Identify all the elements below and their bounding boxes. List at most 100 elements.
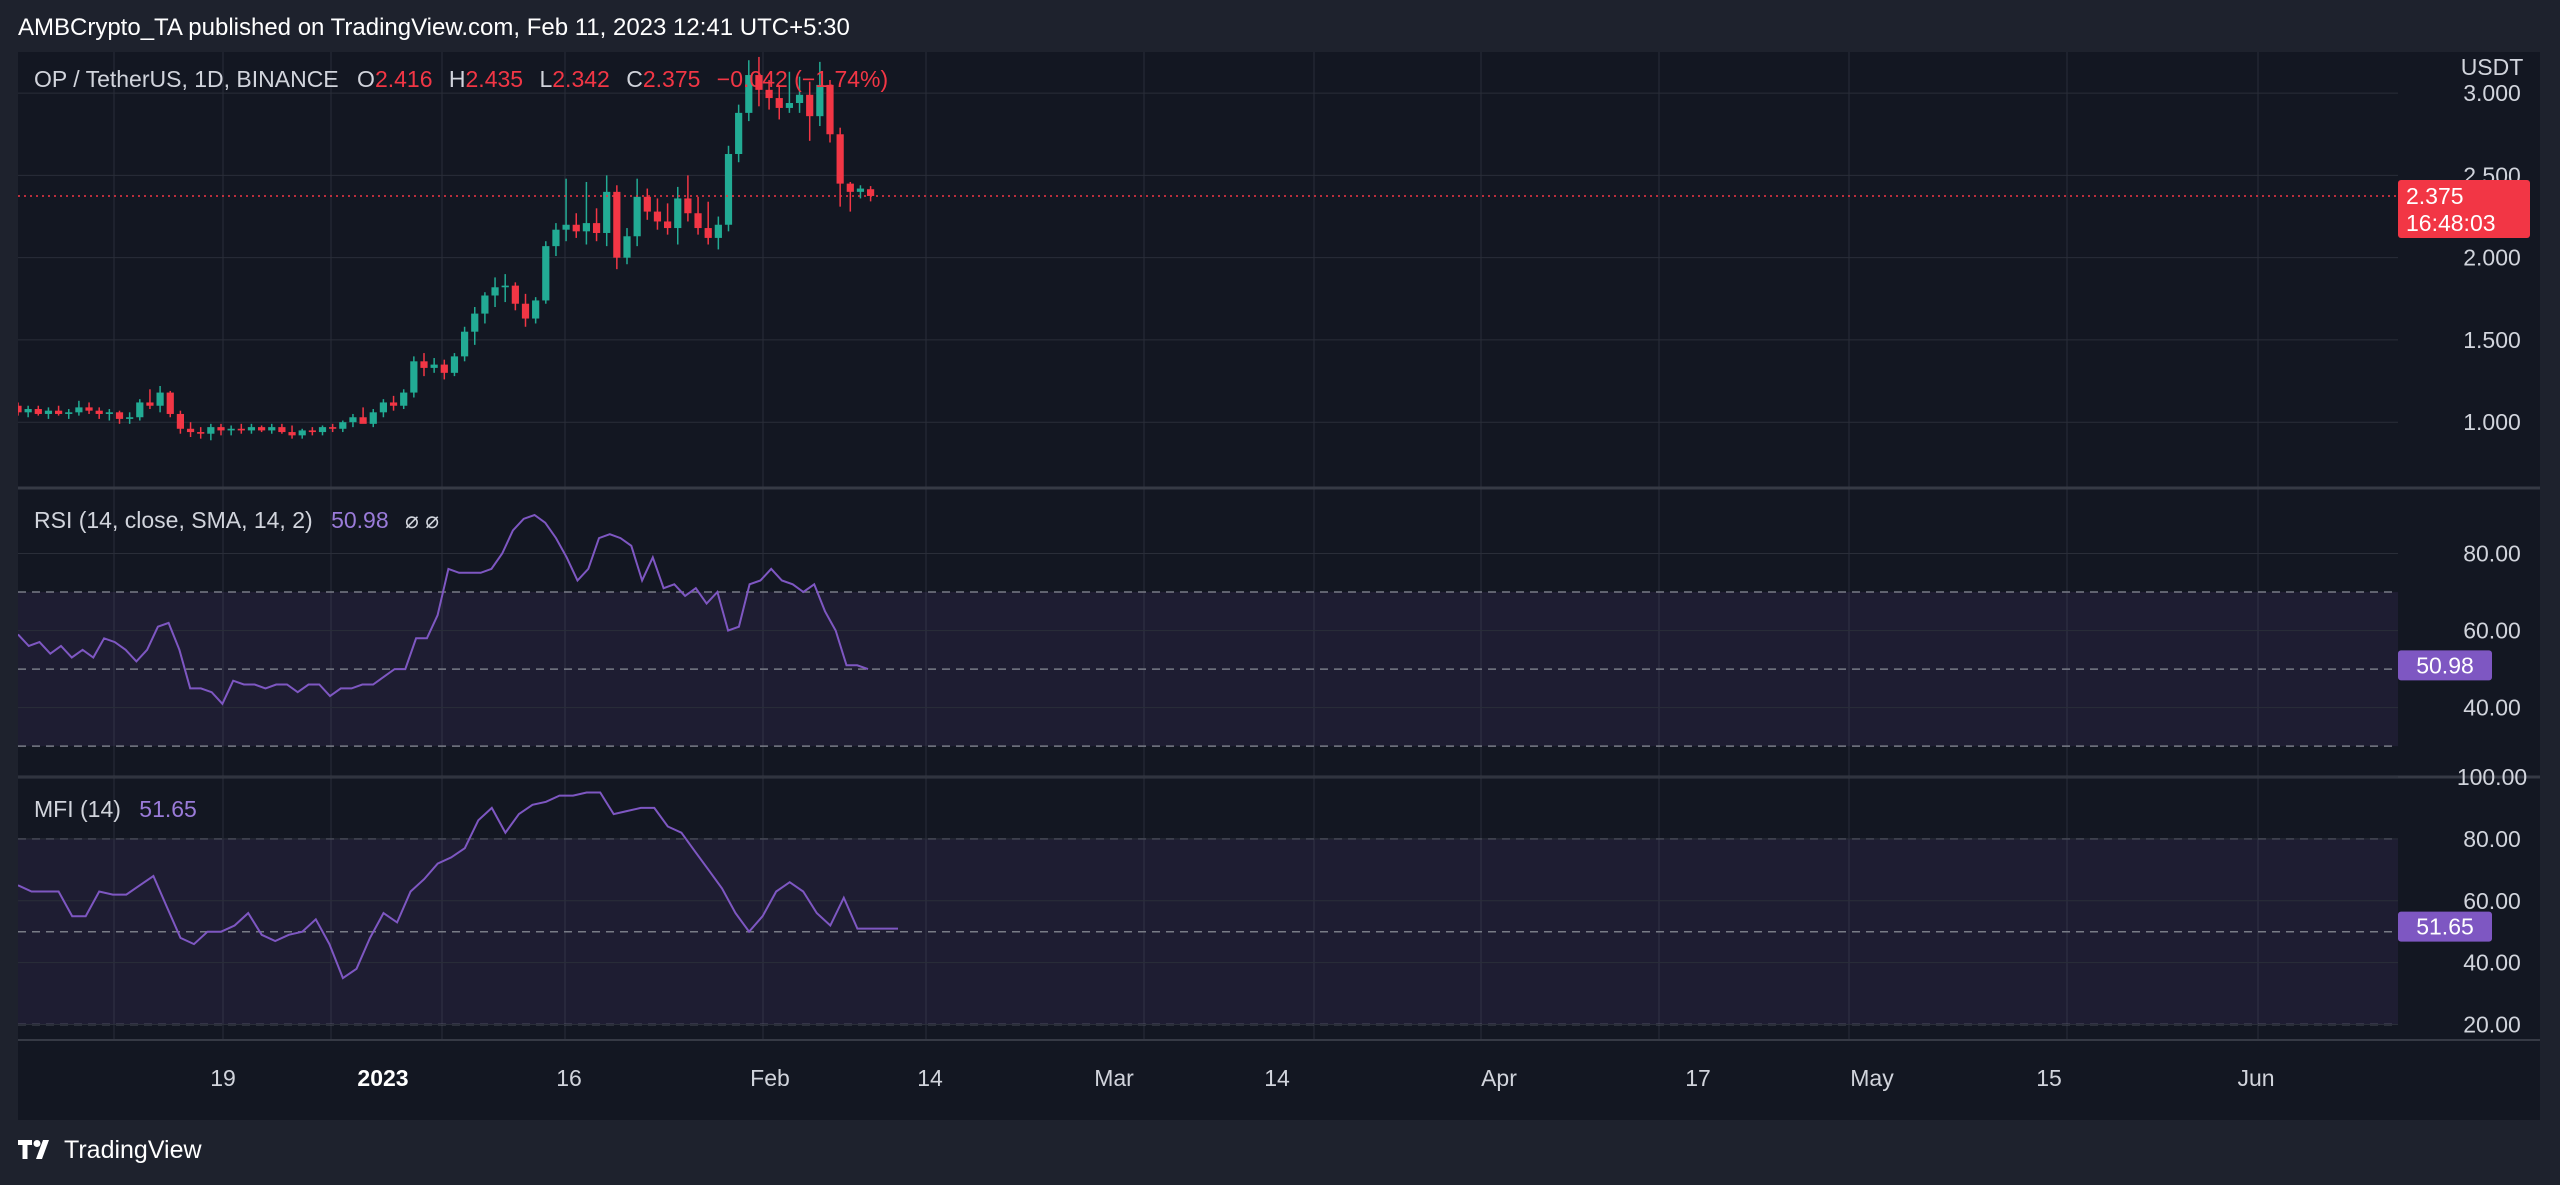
candle-body xyxy=(197,432,205,434)
close-value: 2.375 xyxy=(642,66,701,92)
rsi-last-value-label: 50.98 xyxy=(2416,652,2474,678)
candle-body xyxy=(65,412,73,414)
tradingview-logo-icon xyxy=(18,1139,49,1159)
candle-body xyxy=(552,229,560,247)
candle-body xyxy=(674,198,682,229)
candle-body xyxy=(207,427,215,434)
mfi-tick-label: 80.00 xyxy=(2463,826,2521,852)
candle-body xyxy=(643,196,651,212)
mfi-tick-label: 40.00 xyxy=(2463,950,2521,976)
candle-body xyxy=(105,412,113,414)
candle-body xyxy=(55,410,63,414)
low-label: L xyxy=(539,66,553,92)
candle-body xyxy=(521,303,530,319)
time-tick-label: Mar xyxy=(1094,1065,1134,1091)
mfi-series-line xyxy=(17,791,898,980)
candle-body xyxy=(836,134,844,184)
candle-body xyxy=(856,188,865,192)
candle-body xyxy=(359,417,367,424)
time-tick-label: 14 xyxy=(1264,1065,1290,1091)
candle-body xyxy=(735,112,743,155)
candle-body xyxy=(298,430,306,436)
candle-body xyxy=(582,223,590,232)
candle-body xyxy=(562,224,570,230)
candle-body xyxy=(339,422,347,429)
candle-body xyxy=(349,417,357,423)
candle-body xyxy=(603,191,611,233)
candle-body xyxy=(755,75,763,90)
price-tick-label: 1.500 xyxy=(2463,327,2521,353)
candle-body xyxy=(826,84,834,135)
candle-body xyxy=(186,428,195,433)
open-value: 2.416 xyxy=(374,66,433,92)
high-value: 2.435 xyxy=(465,66,524,92)
rsi-label[interactable]: RSI (14, close, SMA, 14, 2) xyxy=(34,507,313,533)
candle-body xyxy=(85,407,93,411)
time-tick-label: 15 xyxy=(2036,1065,2062,1091)
candle-body xyxy=(795,94,804,104)
tradingview-footer[interactable]: TradingView xyxy=(18,1136,202,1165)
candle-body xyxy=(318,427,327,433)
low-value: 2.342 xyxy=(552,66,610,92)
candle-body xyxy=(136,402,144,418)
mfi-last-value-label: 51.65 xyxy=(2416,914,2474,940)
chart-canvas[interactable]: 1.0001.5002.0002.5003.000USDT2.37516:48:… xyxy=(14,52,2540,1120)
candle-body xyxy=(268,427,276,431)
time-tick-label: May xyxy=(1850,1065,1894,1091)
candle-body xyxy=(501,285,509,288)
candle-body xyxy=(572,224,580,232)
last-price-label: 2.375 xyxy=(2406,183,2464,209)
candle-body xyxy=(704,228,712,238)
candle-body xyxy=(176,413,184,429)
candle-body xyxy=(684,198,692,214)
mfi-value: 51.65 xyxy=(139,796,197,822)
mfi-label[interactable]: MFI (14) xyxy=(34,796,121,822)
candle-body xyxy=(237,428,245,431)
candle-body xyxy=(430,364,438,368)
mfi-legend: MFI (14) 51.65 xyxy=(34,796,197,823)
candle-body xyxy=(95,410,103,414)
candle-body xyxy=(592,223,601,233)
candle-body xyxy=(846,183,854,192)
rsi-tick-label: 80.00 xyxy=(2463,541,2521,567)
rsi-last-value-tag xyxy=(2398,650,2492,681)
rsi-hidden-values-icon[interactable]: ⌀ ⌀ xyxy=(405,507,440,533)
candle-body xyxy=(714,224,722,238)
publisher-header: AMBCrypto_TA published on TradingView.co… xyxy=(18,14,850,41)
price-tick-label: 2.000 xyxy=(2463,245,2521,271)
mfi-tick-label: 100.00 xyxy=(2457,764,2527,790)
candle-body xyxy=(126,417,134,419)
change-value: −0.042 (−1.74%) xyxy=(716,66,889,92)
candle-body xyxy=(653,211,662,222)
price-tick-label: 1.000 xyxy=(2463,409,2521,435)
candle-body xyxy=(491,287,499,296)
candle-body xyxy=(532,300,540,319)
candle-body xyxy=(867,189,875,196)
chart-area[interactable]: 1.000 1.500 2.000 2.500 3.000 USDT 2.375 16:48:… xyxy=(14,52,2540,1120)
mfi-last-value-tag xyxy=(2398,911,2492,942)
candle-body xyxy=(258,427,266,431)
time-tick-label: 14 xyxy=(917,1065,943,1091)
time-tick-label: Feb xyxy=(750,1065,790,1091)
candle-body xyxy=(806,94,814,117)
mfi-tick-label: 60.00 xyxy=(2463,888,2521,914)
symbol-label[interactable]: OP / TetherUS, 1D, BINANCE xyxy=(34,66,339,92)
price-axis-unit-label: USDT xyxy=(2461,54,2524,80)
price-tick-label: 3.000 xyxy=(2463,80,2521,106)
candle-body xyxy=(146,402,154,406)
mfi-tick-label: 20.00 xyxy=(2463,1012,2521,1038)
rsi-legend: RSI (14, close, SMA, 14, 2) 50.98 ⌀ ⌀ xyxy=(34,507,439,534)
candle-body xyxy=(440,364,448,373)
rsi-value: 50.98 xyxy=(331,507,389,533)
candle-body xyxy=(379,402,387,413)
candle-body xyxy=(166,392,174,414)
candle-body xyxy=(775,98,783,108)
candle-body xyxy=(420,361,428,368)
candle-body xyxy=(623,236,631,258)
candle-body xyxy=(816,84,824,117)
time-tick-label: 19 xyxy=(210,1065,236,1091)
candle-body xyxy=(511,285,519,304)
candle-body xyxy=(44,410,53,414)
candle-body xyxy=(785,103,793,108)
candle-body xyxy=(227,428,235,431)
